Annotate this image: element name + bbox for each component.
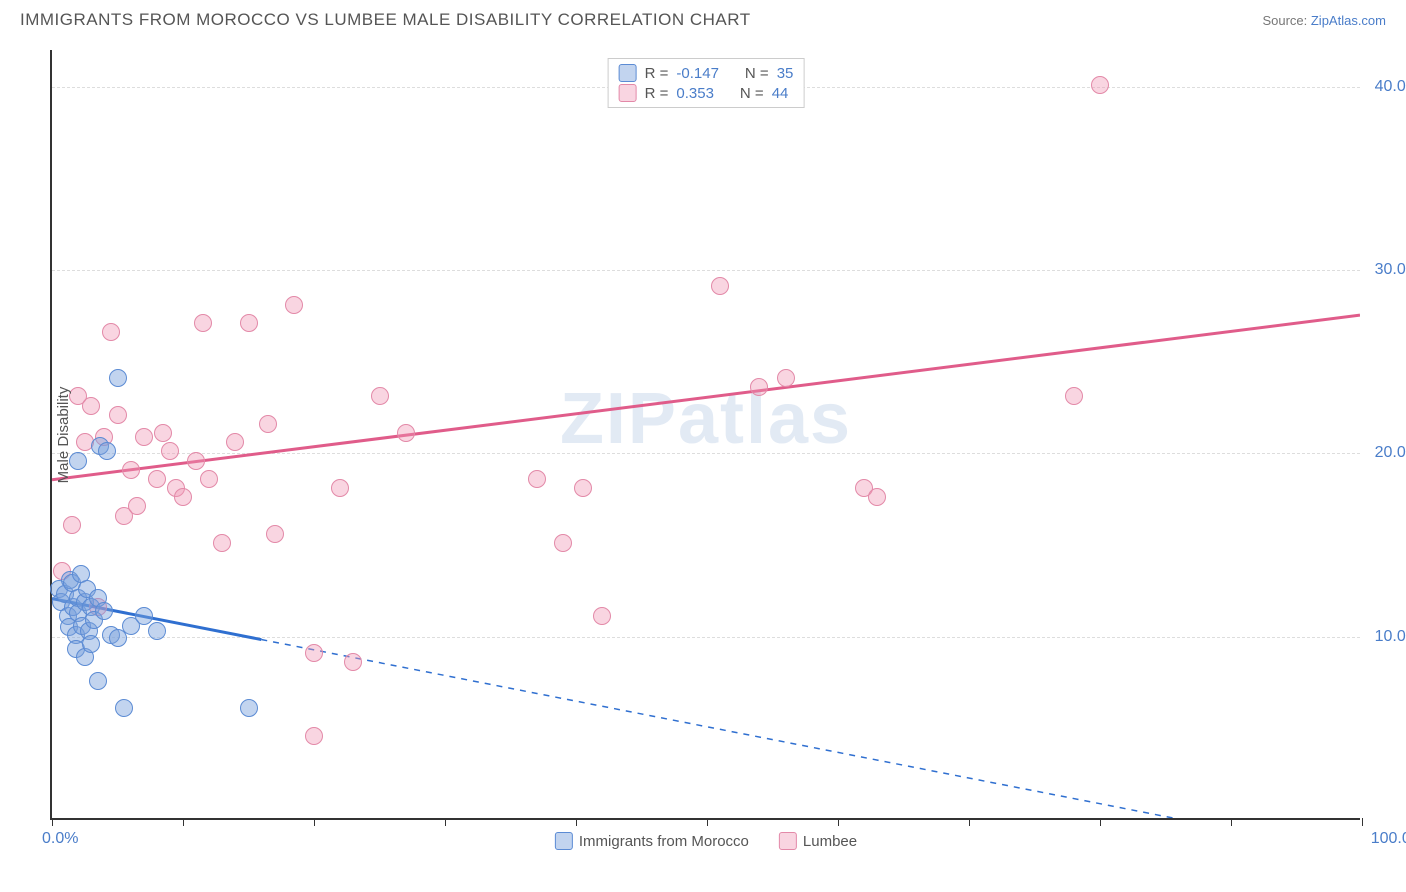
y-tick-label: 40.0% [1375, 78, 1406, 96]
legend-item-morocco: Immigrants from Morocco [555, 832, 749, 850]
y-tick-label: 20.0% [1375, 444, 1406, 462]
n-value-morocco: 35 [777, 65, 794, 82]
watermark-text: ZIPatlas [560, 378, 852, 460]
data-point-lumbee [1091, 76, 1109, 94]
data-point-morocco [98, 442, 116, 460]
data-point-lumbee [187, 452, 205, 470]
data-point-lumbee [397, 424, 415, 442]
chart-header: IMMIGRANTS FROM MOROCCO VS LUMBEE MALE D… [0, 0, 1406, 35]
data-point-morocco [69, 452, 87, 470]
data-point-morocco [82, 635, 100, 653]
chart-title: IMMIGRANTS FROM MOROCCO VS LUMBEE MALE D… [20, 10, 751, 30]
plot-box: ZIPatlas 10.0%20.0%30.0%40.0% R = -0.147… [50, 50, 1360, 820]
r-label: R = [645, 65, 669, 82]
legend-label-morocco: Immigrants from Morocco [579, 833, 749, 850]
data-point-lumbee [226, 433, 244, 451]
data-point-lumbee [331, 479, 349, 497]
data-point-lumbee [593, 607, 611, 625]
gridline [52, 637, 1360, 638]
x-tick [838, 818, 839, 826]
x-tick [969, 818, 970, 826]
stats-row-morocco: R = -0.147 N = 35 [619, 63, 794, 83]
x-tick [183, 818, 184, 826]
data-point-morocco [95, 602, 113, 620]
y-tick-label: 30.0% [1375, 261, 1406, 279]
data-point-lumbee [200, 470, 218, 488]
data-point-lumbee [122, 461, 140, 479]
x-tick [1231, 818, 1232, 826]
data-point-lumbee [174, 488, 192, 506]
data-point-lumbee [285, 296, 303, 314]
data-point-lumbee [1065, 387, 1083, 405]
source-prefix: Source: [1262, 13, 1310, 28]
swatch-morocco-icon [555, 832, 573, 850]
stats-row-lumbee: R = 0.353 N = 44 [619, 83, 794, 103]
x-tick [576, 818, 577, 826]
data-point-lumbee [574, 479, 592, 497]
data-point-morocco [240, 699, 258, 717]
x-tick [445, 818, 446, 826]
data-point-morocco [148, 622, 166, 640]
data-point-lumbee [371, 387, 389, 405]
data-point-lumbee [777, 369, 795, 387]
data-point-lumbee [161, 442, 179, 460]
data-point-lumbee [154, 424, 172, 442]
data-point-morocco [115, 699, 133, 717]
r-value-lumbee: 0.353 [676, 85, 714, 102]
x-axis-max-label: 100.0% [1371, 830, 1406, 848]
data-point-lumbee [128, 497, 146, 515]
series-legend: Immigrants from Morocco Lumbee [555, 832, 857, 850]
swatch-lumbee [619, 84, 637, 102]
source-attribution: Source: ZipAtlas.com [1262, 13, 1386, 28]
chart-plot-area: ZIPatlas 10.0%20.0%30.0%40.0% R = -0.147… [50, 50, 1360, 820]
r-value-morocco: -0.147 [676, 65, 719, 82]
data-point-lumbee [711, 277, 729, 295]
data-point-lumbee [82, 397, 100, 415]
y-tick-label: 10.0% [1375, 628, 1406, 646]
source-link[interactable]: ZipAtlas.com [1311, 13, 1386, 28]
legend-item-lumbee: Lumbee [779, 832, 857, 850]
data-point-lumbee [63, 516, 81, 534]
x-tick [52, 818, 53, 826]
data-point-lumbee [102, 323, 120, 341]
x-tick [314, 818, 315, 826]
data-point-lumbee [135, 428, 153, 446]
swatch-morocco [619, 64, 637, 82]
n-label: N = [740, 85, 764, 102]
data-point-lumbee [240, 314, 258, 332]
x-axis-min-label: 0.0% [42, 830, 78, 848]
data-point-morocco [109, 369, 127, 387]
data-point-lumbee [344, 653, 362, 671]
r-label: R = [645, 85, 669, 102]
x-tick [1100, 818, 1101, 826]
n-label: N = [745, 65, 769, 82]
n-value-lumbee: 44 [772, 85, 789, 102]
data-point-morocco [135, 607, 153, 625]
data-point-lumbee [868, 488, 886, 506]
data-point-lumbee [194, 314, 212, 332]
y-axis-title: Male Disability [55, 387, 72, 484]
x-tick [1362, 818, 1363, 826]
swatch-lumbee-icon [779, 832, 797, 850]
data-point-lumbee [213, 534, 231, 552]
data-point-lumbee [528, 470, 546, 488]
data-point-lumbee [554, 534, 572, 552]
data-point-lumbee [266, 525, 284, 543]
data-point-lumbee [750, 378, 768, 396]
data-point-lumbee [148, 470, 166, 488]
data-point-morocco [89, 672, 107, 690]
gridline [52, 270, 1360, 271]
x-tick [707, 818, 708, 826]
legend-label-lumbee: Lumbee [803, 833, 857, 850]
correlation-stats-legend: R = -0.147 N = 35 R = 0.353 N = 44 [608, 58, 805, 108]
data-point-lumbee [305, 644, 323, 662]
data-point-lumbee [109, 406, 127, 424]
data-point-lumbee [305, 727, 323, 745]
data-point-lumbee [259, 415, 277, 433]
gridline [52, 453, 1360, 454]
